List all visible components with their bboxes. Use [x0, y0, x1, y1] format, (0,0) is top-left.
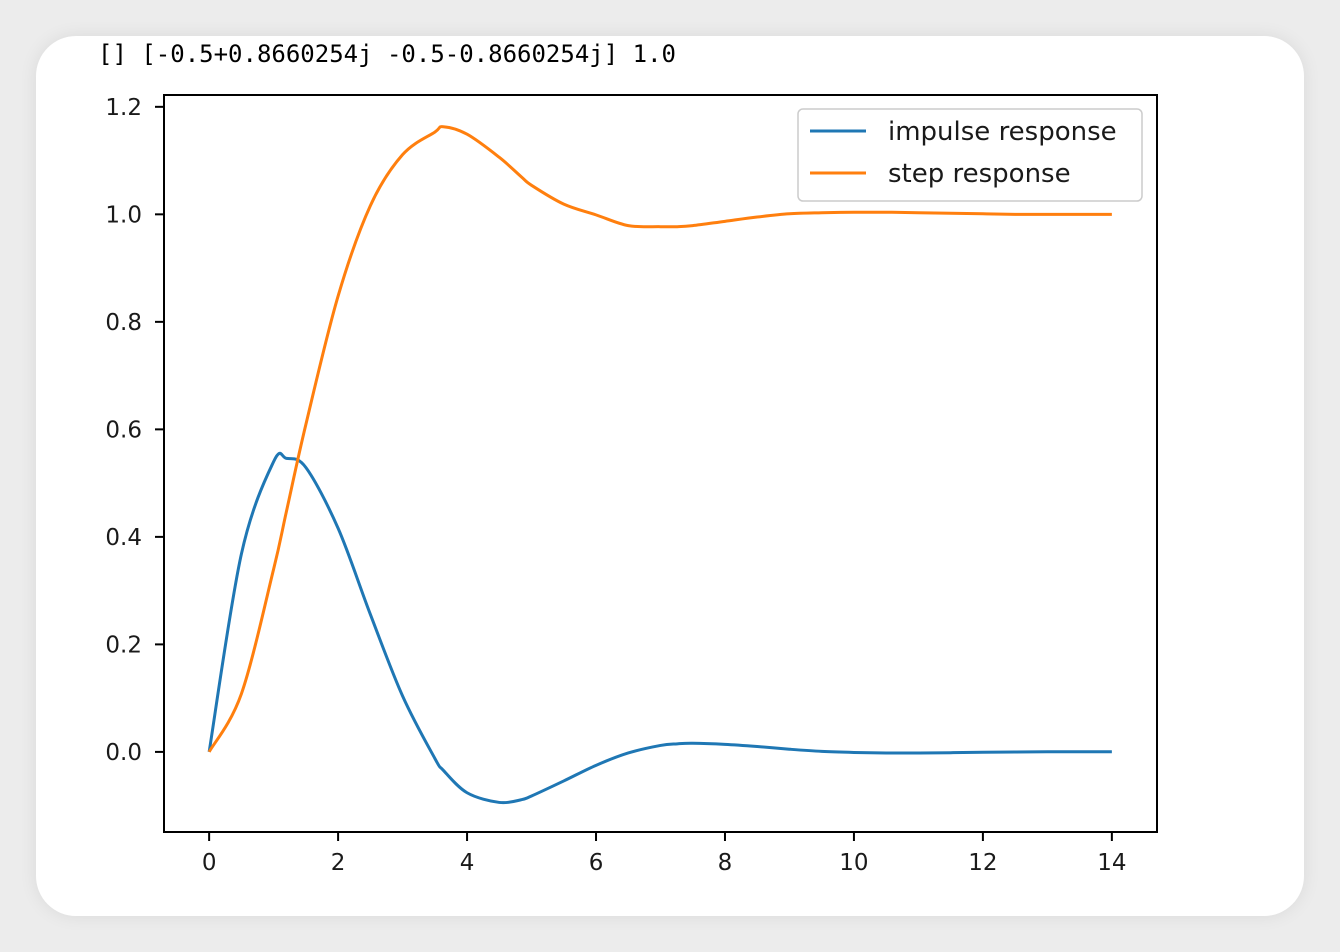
plot-frame — [163, 94, 1158, 833]
y-tick-label: 0.0 — [105, 740, 142, 766]
x-tick-label: 12 — [968, 850, 997, 876]
impulse-response-line — [207, 451, 1112, 805]
legend-box — [797, 108, 1143, 202]
console-output-line: [] [-0.5+0.8660254j -0.5-0.8660254j] 1.0 — [98, 40, 676, 68]
y-tick-label: 0.4 — [105, 525, 142, 551]
y-tick-label: 1.2 — [105, 95, 142, 121]
x-tick-label: 4 — [460, 850, 475, 876]
y-tick-label: 0.2 — [105, 632, 142, 658]
x-tick-label: 0 — [202, 850, 217, 876]
legend-label-impulse-response: impulse response — [888, 117, 1117, 147]
x-tick-label: 6 — [589, 850, 604, 876]
step-response-line — [207, 125, 1112, 753]
y-tick-label: 0.8 — [105, 310, 142, 336]
x-tick-label: 14 — [1097, 850, 1126, 876]
x-tick-label: 2 — [331, 850, 346, 876]
legend-label-step-response: step response — [888, 159, 1071, 189]
x-tick-label: 8 — [718, 850, 733, 876]
x-tick-label: 10 — [839, 850, 868, 876]
y-tick-label: 0.6 — [105, 417, 142, 443]
y-tick-label: 1.0 — [105, 202, 142, 228]
